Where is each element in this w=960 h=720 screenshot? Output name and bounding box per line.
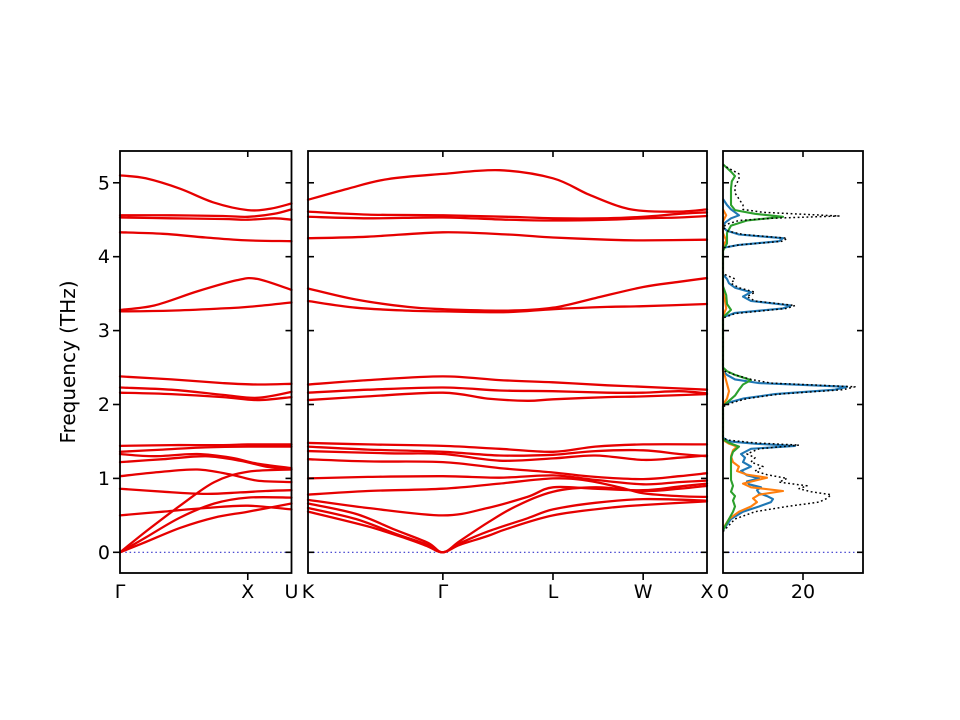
y-axis-label: Frequency (THz): [56, 280, 80, 443]
phonon-band-line: [118, 455, 293, 471]
kpoint-label: W: [634, 581, 653, 603]
frequency-tick-label: 2: [98, 394, 110, 416]
phonon-band-line: [118, 443, 293, 448]
phonon-band-line: [306, 214, 709, 222]
phonon-band-line: [306, 299, 709, 314]
dos-x-tick-label: 20: [791, 581, 815, 603]
kpoint-label: Γ: [115, 581, 126, 603]
frequency-tick-label: 4: [98, 246, 110, 268]
phonon-band-line: [118, 391, 293, 402]
axes-spines: [119, 150, 293, 574]
pdos-blue-curve: [721, 198, 849, 531]
phonon-band-line: [306, 445, 709, 458]
kpoint-label: L: [548, 581, 559, 603]
frequency-tick-label: 0: [98, 542, 110, 564]
phonon-band-line: [306, 386, 709, 395]
phonon-band-line: [118, 452, 293, 470]
phonon-band-line: [306, 482, 709, 517]
phonon-band-line: [118, 375, 293, 386]
phonon-band-line: [118, 216, 293, 221]
phonon-band-line: [118, 208, 293, 219]
kpoint-label: X: [241, 581, 254, 603]
kpoint-label: Γ: [438, 581, 449, 603]
phonon-band-line: [118, 487, 293, 496]
kpoint-label: U: [285, 581, 299, 603]
phonon-band-line: [118, 496, 293, 554]
phonon-band-line: [118, 301, 293, 313]
frequency-tick-label: 5: [98, 172, 110, 194]
phonon-band-line: [118, 386, 293, 400]
frequency-tick-label: 1: [98, 468, 110, 490]
phonon-band-line: [306, 210, 709, 220]
phonon-band-line: [306, 441, 709, 453]
phonon-band-line: [306, 500, 709, 554]
phonon-band-line: [306, 477, 709, 499]
total-dos-curve: [722, 164, 856, 533]
phonon-band-line: [306, 391, 709, 402]
kpoint-label: X: [700, 581, 713, 603]
phonon-band-line: [306, 458, 709, 481]
frequency-tick-label: 3: [98, 320, 110, 342]
phonon-band-line: [118, 502, 293, 554]
phonon-band-line: [306, 497, 709, 554]
dos-x-tick-label: 0: [717, 581, 729, 603]
panel-dos: 0 20: [717, 150, 864, 603]
phonon-band-line: [118, 445, 293, 453]
phonon-band-line: [306, 484, 709, 554]
pdos-green-curve: [721, 163, 785, 531]
phonon-band-line: [306, 168, 709, 213]
kpoint-label: K: [302, 581, 315, 603]
axes-spines: [722, 150, 864, 574]
phonon-band-line: [306, 375, 709, 391]
phonon-band-line: [118, 504, 293, 517]
phonon-band-line: [306, 231, 709, 242]
phonon-band-line: [118, 468, 293, 484]
phonon-band-line: [118, 231, 293, 243]
phonon-band-line: [118, 276, 293, 312]
phonon-band-line: [118, 174, 293, 212]
panel-band-left: Γ X U 0 1 2 3 4 5: [98, 150, 299, 603]
axes-spines: [307, 150, 708, 574]
phonon-band-line: [306, 449, 709, 462]
phonon-band-line: [118, 468, 293, 554]
phonon-band-line: [306, 474, 709, 486]
